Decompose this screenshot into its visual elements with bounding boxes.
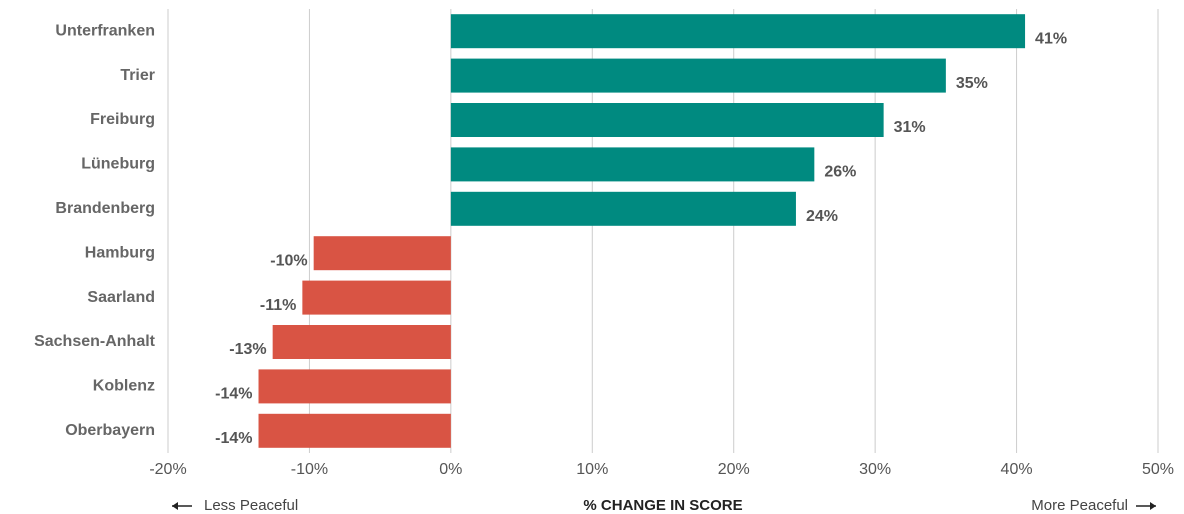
category-label: Oberbayern (65, 422, 155, 439)
category-label: Freiburg (90, 111, 155, 128)
value-label: -10% (270, 252, 307, 269)
category-label: Unterfranken (55, 22, 155, 39)
x-tick-label: -20% (149, 461, 186, 478)
bar (450, 147, 815, 182)
value-label: 35% (956, 75, 988, 92)
bar (302, 280, 451, 315)
bar (258, 369, 451, 404)
bar (258, 413, 451, 448)
bar (450, 103, 884, 137)
bar (450, 14, 1026, 49)
bar (450, 58, 946, 93)
x-axis-label: % CHANGE IN SCORE (583, 497, 742, 514)
annotation: Less Peaceful (204, 497, 298, 514)
value-label: 26% (824, 164, 856, 181)
category-label: Koblenz (93, 378, 155, 395)
category-label: Sachsen-Anhalt (34, 333, 156, 350)
x-tick-label: 40% (1001, 461, 1033, 478)
x-tick-label: 30% (859, 461, 891, 478)
value-label: 41% (1035, 30, 1067, 47)
x-tick-label: 50% (1142, 461, 1174, 478)
category-label: Hamburg (85, 244, 155, 261)
right-arrow (1136, 502, 1156, 510)
value-label: 31% (894, 119, 926, 136)
bar (313, 236, 451, 271)
value-label: -11% (260, 297, 296, 314)
bar (272, 325, 451, 359)
bar (450, 191, 796, 226)
value-label: 24% (806, 208, 838, 225)
category-label: Brandenberg (55, 200, 155, 217)
category-label: Saarland (87, 289, 155, 306)
value-label: -14% (215, 430, 252, 447)
value-label: -13% (229, 341, 266, 358)
x-tick-label: -10% (291, 461, 328, 478)
left-arrow (172, 502, 192, 510)
category-label: Trier (120, 67, 155, 84)
x-tick-label: 10% (576, 461, 608, 478)
value-label: -14% (215, 386, 252, 403)
x-tick-label: 20% (718, 461, 750, 478)
x-tick-label: 0% (439, 461, 462, 478)
annotation: More Peaceful (1031, 497, 1128, 514)
category-label: Lüneburg (81, 156, 155, 173)
